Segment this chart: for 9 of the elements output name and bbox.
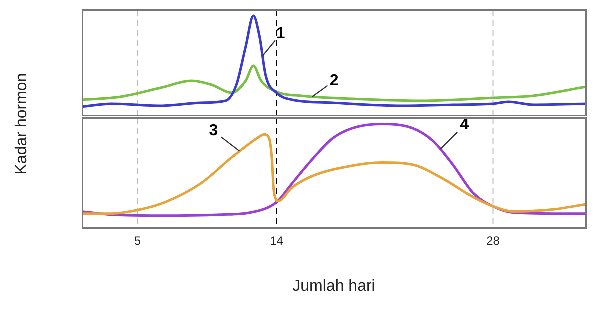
annotation: 1 [276, 25, 286, 42]
y-axis-title: Kadar hormon [14, 73, 32, 175]
x-tick-label: 14 [270, 234, 284, 248]
x-axis-title: Jumlah hari [292, 278, 376, 295]
x-tick-label: 28 [486, 234, 500, 248]
x-tick-label: 5 [134, 234, 142, 248]
annotation: 3 [209, 122, 218, 140]
annotation: 2 [330, 72, 339, 90]
annotation: 4 [460, 116, 470, 134]
